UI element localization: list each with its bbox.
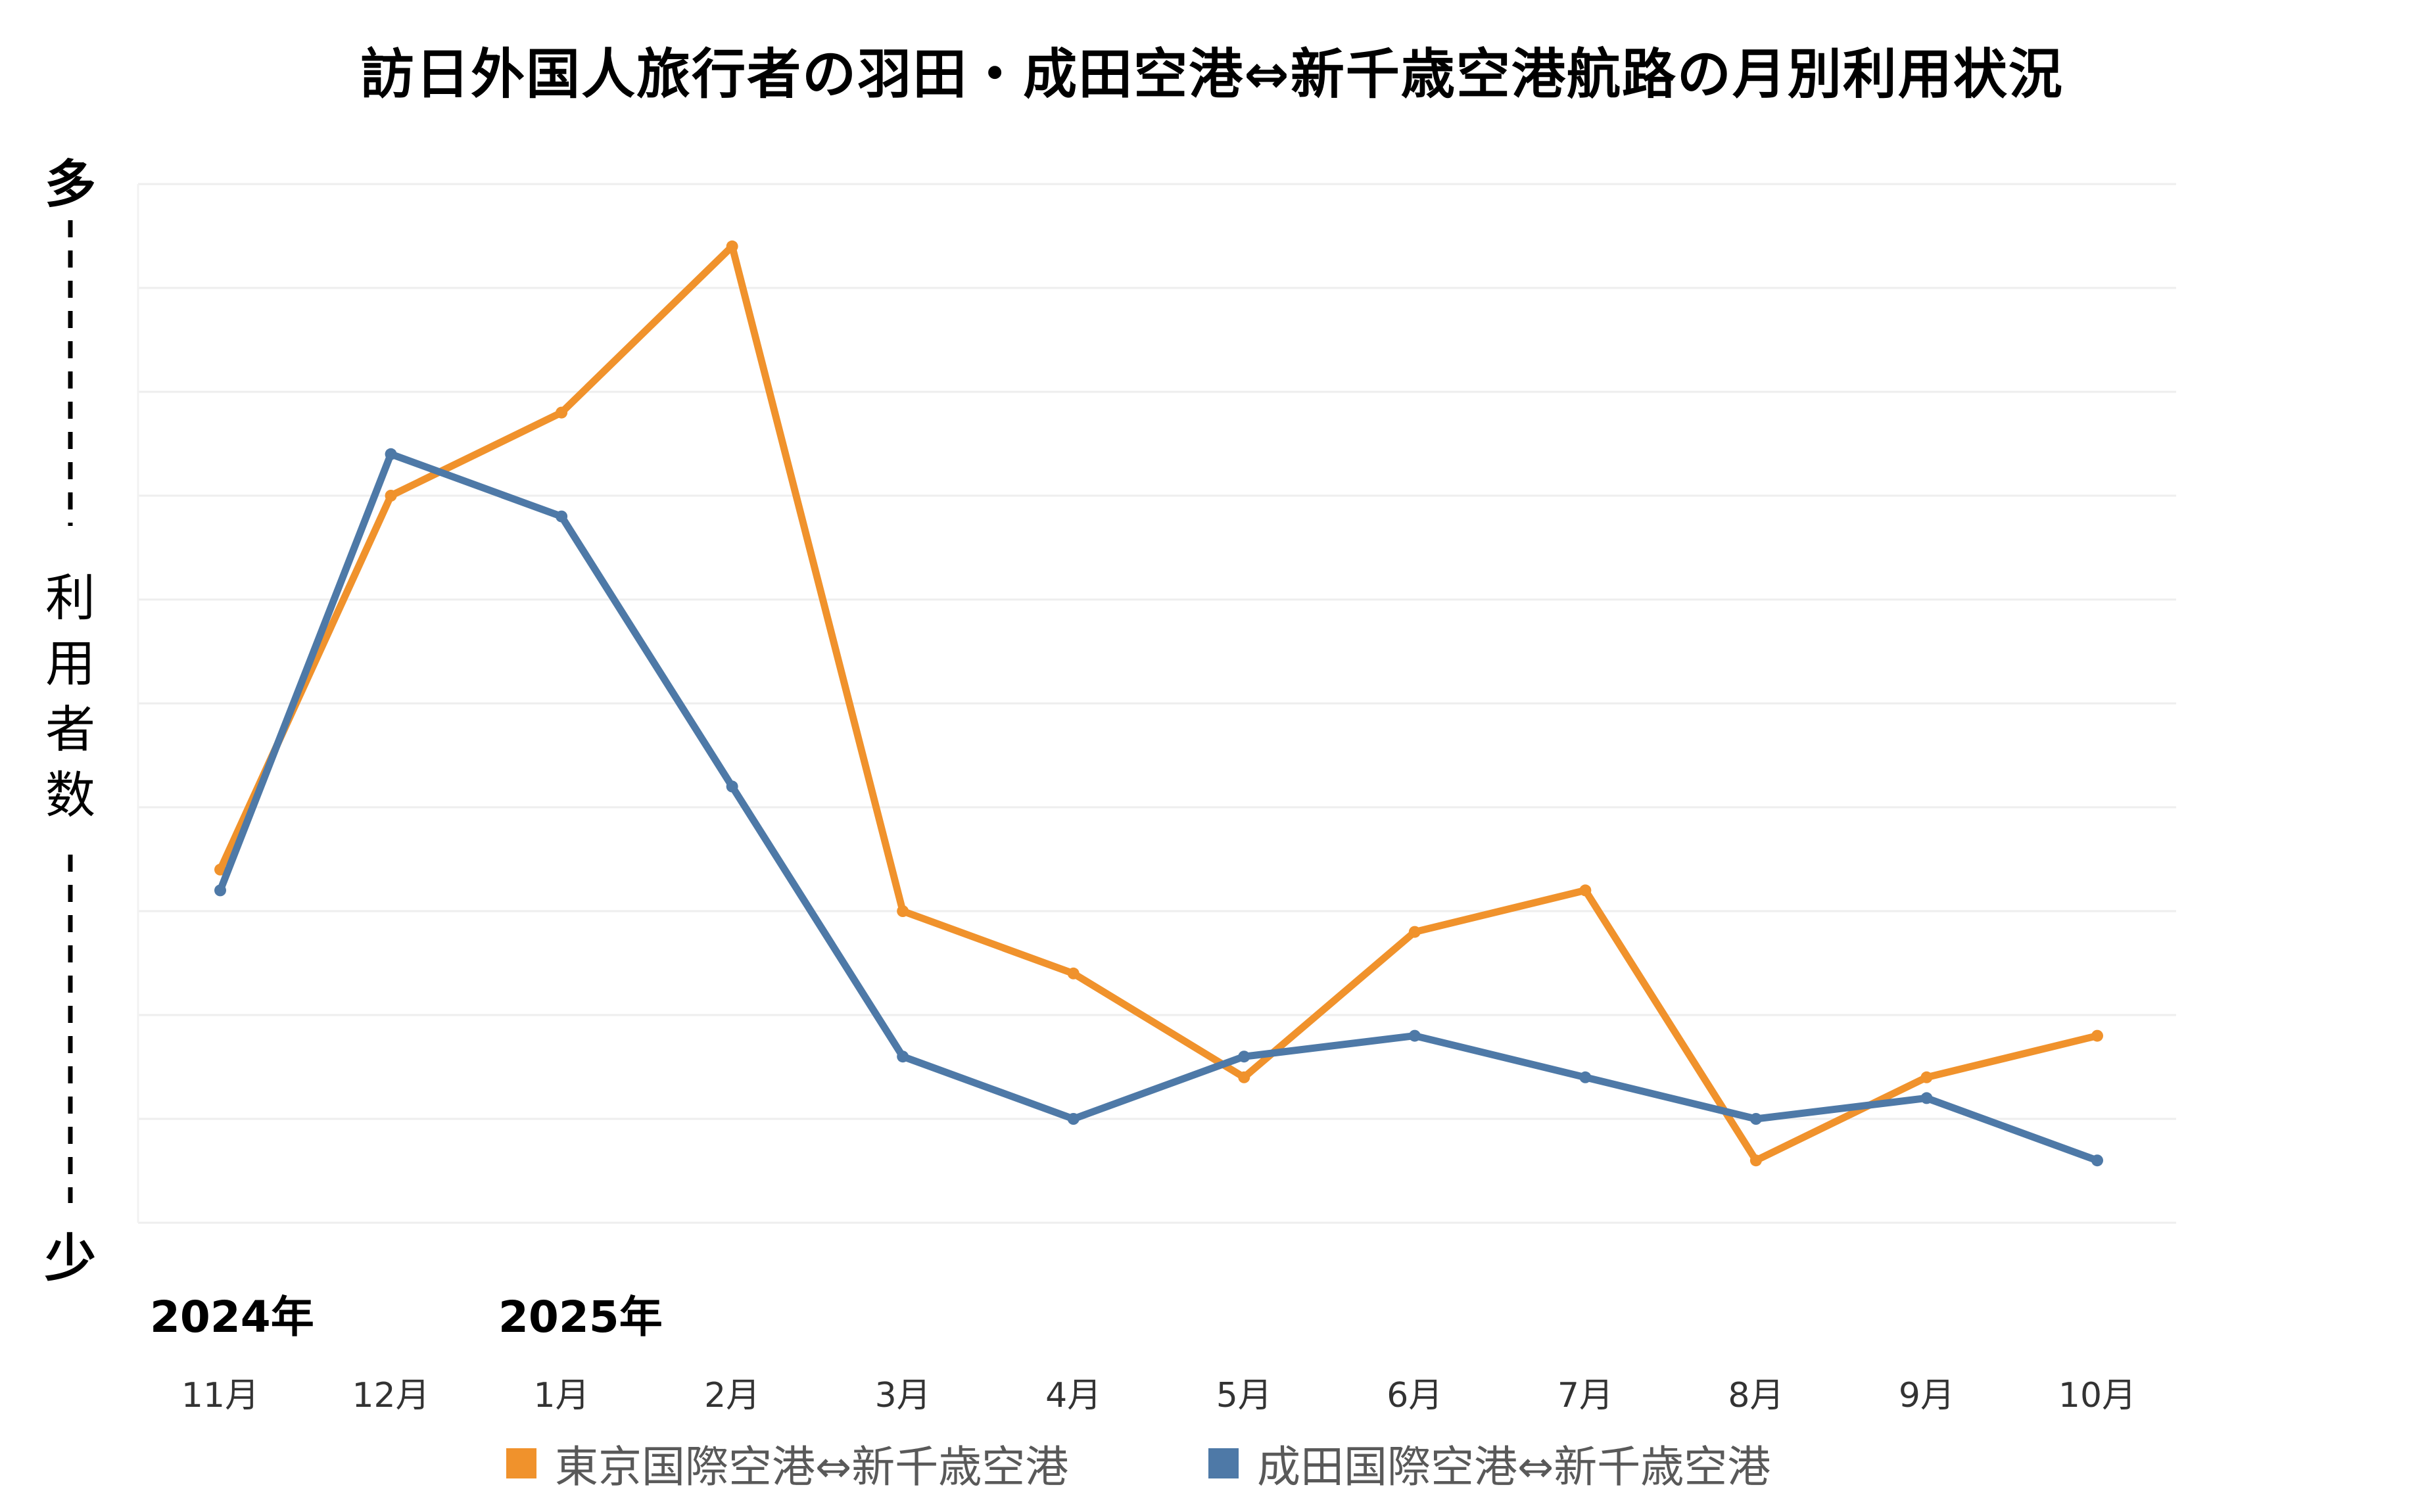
data-point	[385, 448, 397, 460]
data-point	[556, 510, 568, 523]
data-point	[1408, 926, 1421, 938]
data-point	[385, 490, 397, 502]
data-point	[1749, 1113, 1762, 1125]
data-point	[1749, 1154, 1762, 1167]
data-point	[1579, 884, 1592, 897]
x-tick-label: 5月	[1216, 1376, 1272, 1415]
x-tick-label: 2月	[704, 1376, 760, 1415]
data-point	[1920, 1092, 1933, 1104]
data-point	[1238, 1051, 1250, 1063]
data-point	[1067, 1113, 1080, 1125]
y-axis-top-label: 多	[44, 155, 96, 214]
legend-label-haneda: 東京国際空港⇔新千歳空港	[555, 1442, 1069, 1492]
data-point	[214, 863, 226, 876]
x-tick-label: 11月	[181, 1376, 259, 1415]
series-line-1	[216, 450, 2101, 1164]
chart-title: 訪日外国人旅行者の羽田・成田空港⇔新千歳空港航路の月別利用状況	[360, 43, 2064, 106]
data-point	[897, 905, 909, 917]
data-point	[726, 780, 738, 793]
data-point	[726, 240, 738, 252]
data-point	[1238, 1071, 1250, 1083]
y-axis-label-char: 者	[45, 700, 95, 759]
y-axis-bottom-label: 少	[44, 1229, 96, 1288]
legend-swatch-narita	[1208, 1448, 1239, 1478]
data-point	[214, 884, 226, 897]
data-point	[897, 1051, 909, 1063]
legend-item-narita[interactable]: 成田国際空港⇔新千歳空港	[1208, 1432, 1770, 1495]
x-tick-label: 7月	[1557, 1376, 1613, 1415]
x-tick-label: 8月	[1728, 1376, 1784, 1415]
x-tick-label: 1月	[534, 1376, 590, 1415]
year-label-2025: 2025年	[498, 1292, 663, 1342]
x-tick-label: 12月	[352, 1376, 429, 1415]
y-axis-label-char: 用	[45, 634, 95, 693]
x-tick-label: 10月	[2058, 1376, 2136, 1415]
data-point	[2091, 1029, 2103, 1042]
y-axis-label-char: 数	[45, 766, 95, 824]
x-tick-label: 4月	[1045, 1376, 1101, 1415]
data-point	[1579, 1071, 1592, 1083]
data-point	[1920, 1071, 1933, 1083]
x-tick-label: 3月	[875, 1376, 931, 1415]
x-tick-label: 6月	[1387, 1376, 1442, 1415]
year-label-2024: 2024年	[150, 1292, 314, 1342]
data-point	[1067, 967, 1080, 980]
y-axis-label: 利 用 者 数	[41, 565, 100, 828]
series-line-0	[216, 243, 2101, 1164]
data-point	[1408, 1029, 1421, 1042]
y-axis-label-char: 利	[45, 569, 95, 627]
data-point	[2091, 1154, 2103, 1167]
legend-label-narita: 成田国際空港⇔新千歳空港	[1257, 1442, 1771, 1492]
x-tick-label: 9月	[1899, 1376, 1955, 1415]
legend-swatch-haneda	[506, 1448, 536, 1478]
legend-item-haneda[interactable]: 東京国際空港⇔新千歳空港	[506, 1432, 1068, 1495]
data-point	[556, 406, 568, 419]
